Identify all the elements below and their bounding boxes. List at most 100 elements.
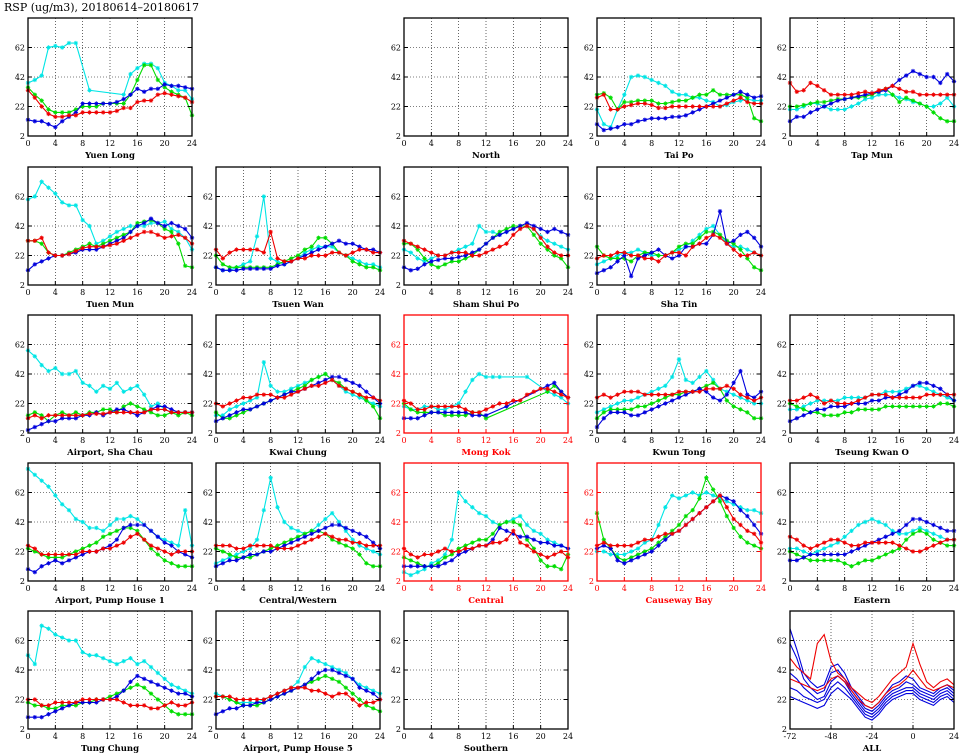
- data-point-red: [558, 253, 564, 258]
- data-point-red: [247, 395, 253, 400]
- data-point-green: [169, 229, 174, 235]
- data-point-green: [80, 546, 85, 551]
- data-point-blue: [931, 74, 936, 80]
- data-point-red: [254, 697, 260, 702]
- data-point-blue: [435, 410, 441, 415]
- data-point-green: [917, 404, 923, 409]
- y-tick-label: 2: [782, 132, 787, 141]
- y-tick-label: 2: [782, 725, 787, 734]
- data-point-green: [724, 513, 730, 519]
- x-tick-label: 4: [241, 288, 246, 297]
- data-point-blue: [220, 561, 226, 566]
- data-point-green: [234, 700, 239, 705]
- data-point-red: [94, 411, 99, 417]
- data-point-cyan: [73, 203, 79, 208]
- x-tick-label: 0: [401, 584, 406, 593]
- data-point-cyan: [32, 194, 38, 199]
- data-point-red: [182, 410, 188, 415]
- data-point-green: [738, 407, 743, 412]
- data-point-blue: [710, 395, 716, 400]
- x-tick-label: 12: [867, 139, 877, 148]
- x-tick-label: 8: [456, 436, 461, 445]
- data-point-red: [504, 241, 509, 246]
- data-point-cyan: [80, 650, 85, 655]
- data-point-blue: [46, 122, 51, 127]
- data-point-cyan: [220, 558, 226, 563]
- data-point-red: [628, 389, 634, 394]
- data-point-cyan: [801, 549, 806, 554]
- data-point-red: [261, 543, 267, 548]
- data-point-red: [545, 555, 550, 560]
- data-point-blue: [876, 398, 882, 403]
- data-point-cyan: [316, 522, 321, 528]
- data-point-green: [295, 534, 301, 539]
- x-tick-label: 12: [867, 584, 877, 593]
- data-point-blue: [628, 273, 634, 279]
- data-point-green: [227, 697, 232, 702]
- x-tick-label: 16: [320, 436, 330, 445]
- data-point-red: [39, 235, 44, 240]
- y-tick-label: 2: [782, 577, 787, 586]
- data-point-blue: [121, 525, 126, 531]
- data-point-red: [663, 105, 668, 111]
- data-point-blue: [738, 508, 743, 513]
- data-point-red: [323, 531, 328, 536]
- data-point-cyan: [241, 549, 246, 554]
- data-point-blue: [683, 392, 689, 397]
- panel-title: Central: [468, 596, 504, 606]
- data-point-blue: [162, 404, 167, 409]
- data-point-cyan: [141, 392, 147, 397]
- data-point-blue: [135, 413, 140, 418]
- panel-title: Tsuen Wan: [272, 300, 324, 310]
- data-point-blue: [738, 368, 743, 374]
- data-point-red: [350, 540, 355, 545]
- data-point-red: [329, 694, 335, 699]
- data-point-red: [531, 389, 537, 394]
- x-tick-label: 4: [622, 288, 627, 297]
- data-point-red: [46, 413, 51, 418]
- data-point-red: [704, 235, 709, 240]
- data-point-green: [828, 98, 834, 103]
- data-point-green: [710, 380, 716, 386]
- data-point-green: [890, 404, 895, 409]
- data-point-red: [295, 543, 301, 548]
- data-point-blue: [309, 250, 314, 255]
- data-point-blue: [316, 528, 321, 534]
- data-point-red: [59, 413, 65, 418]
- data-point-red: [504, 401, 509, 406]
- data-point-red: [697, 241, 702, 246]
- data-point-green: [107, 694, 113, 699]
- data-point-cyan: [669, 493, 675, 498]
- series-line-red: [789, 669, 955, 710]
- data-point-cyan: [794, 407, 800, 412]
- data-point-red: [622, 389, 627, 394]
- data-point-green: [309, 244, 314, 249]
- x-tick-label: 0: [25, 139, 30, 148]
- data-point-green: [808, 558, 813, 563]
- data-point-red: [897, 395, 902, 400]
- data-point-cyan: [628, 549, 634, 554]
- data-point-blue: [869, 398, 875, 403]
- data-point-blue: [254, 700, 260, 705]
- data-point-blue: [483, 241, 489, 246]
- data-point-red: [642, 101, 648, 106]
- data-point-red: [135, 703, 140, 708]
- data-point-blue: [745, 513, 750, 519]
- x-tick-label: 24: [563, 732, 573, 741]
- data-point-blue: [601, 127, 607, 133]
- data-point-blue: [343, 377, 349, 383]
- data-point-red: [227, 250, 232, 255]
- data-point-red: [268, 229, 273, 235]
- data-point-red: [288, 685, 294, 690]
- x-tick-label: 8: [649, 584, 654, 593]
- data-point-blue: [910, 383, 916, 388]
- data-point-red: [676, 104, 682, 109]
- data-point-blue: [442, 561, 448, 566]
- x-tick-label: 20: [160, 584, 170, 593]
- data-point-blue: [690, 110, 695, 115]
- x-tick-label: 8: [80, 584, 85, 593]
- x-tick-label: 12: [481, 436, 491, 445]
- data-point-blue: [517, 223, 523, 229]
- data-point-red: [114, 108, 120, 114]
- data-point-blue: [32, 569, 38, 575]
